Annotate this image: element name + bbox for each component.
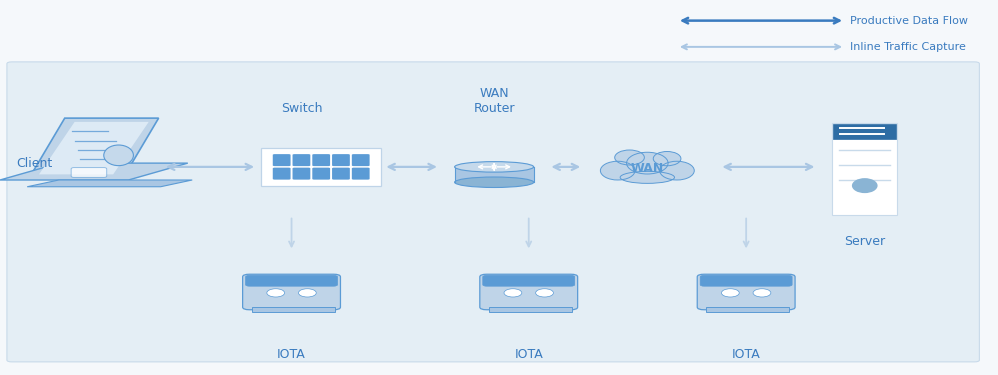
FancyBboxPatch shape (332, 168, 350, 180)
FancyBboxPatch shape (7, 62, 979, 362)
Ellipse shape (455, 177, 534, 188)
Ellipse shape (298, 289, 316, 297)
Polygon shape (39, 122, 149, 174)
FancyBboxPatch shape (698, 274, 795, 310)
FancyBboxPatch shape (251, 307, 334, 312)
FancyBboxPatch shape (246, 275, 337, 286)
FancyBboxPatch shape (292, 154, 310, 166)
Ellipse shape (627, 152, 668, 174)
FancyBboxPatch shape (272, 154, 290, 166)
Polygon shape (29, 118, 159, 178)
FancyBboxPatch shape (243, 274, 340, 310)
Ellipse shape (615, 150, 645, 165)
FancyBboxPatch shape (483, 275, 575, 286)
Ellipse shape (536, 289, 554, 297)
FancyBboxPatch shape (707, 307, 789, 312)
Ellipse shape (753, 289, 770, 297)
FancyBboxPatch shape (352, 168, 369, 180)
FancyBboxPatch shape (292, 168, 310, 180)
FancyBboxPatch shape (71, 168, 107, 177)
FancyBboxPatch shape (272, 168, 290, 180)
Ellipse shape (504, 289, 522, 297)
Ellipse shape (852, 178, 877, 193)
Text: Productive Data Flow: Productive Data Flow (850, 16, 968, 26)
Text: Client: Client (16, 157, 53, 170)
Ellipse shape (601, 161, 635, 180)
FancyBboxPatch shape (833, 124, 896, 139)
Ellipse shape (620, 171, 675, 183)
FancyBboxPatch shape (312, 168, 330, 180)
FancyBboxPatch shape (832, 123, 897, 215)
Text: WAN
Router: WAN Router (473, 87, 515, 115)
FancyBboxPatch shape (489, 307, 572, 312)
Text: IOTA: IOTA (514, 348, 543, 361)
FancyBboxPatch shape (480, 274, 578, 310)
Text: IOTA: IOTA (277, 348, 306, 361)
Ellipse shape (660, 161, 695, 180)
Text: Switch: Switch (280, 102, 322, 115)
Ellipse shape (104, 145, 134, 166)
FancyBboxPatch shape (701, 275, 792, 286)
Text: WAN: WAN (631, 162, 664, 175)
Text: Inline Traffic Capture: Inline Traffic Capture (850, 42, 966, 52)
Ellipse shape (722, 289, 740, 297)
FancyBboxPatch shape (332, 154, 350, 166)
Polygon shape (27, 180, 193, 187)
Polygon shape (0, 163, 188, 180)
Ellipse shape (455, 162, 534, 172)
Ellipse shape (654, 152, 681, 166)
FancyBboxPatch shape (312, 154, 330, 166)
Ellipse shape (266, 289, 284, 297)
FancyBboxPatch shape (352, 154, 369, 166)
Polygon shape (455, 167, 534, 182)
Text: IOTA: IOTA (732, 348, 760, 361)
Text: Server: Server (844, 236, 885, 248)
FancyBboxPatch shape (261, 148, 381, 186)
